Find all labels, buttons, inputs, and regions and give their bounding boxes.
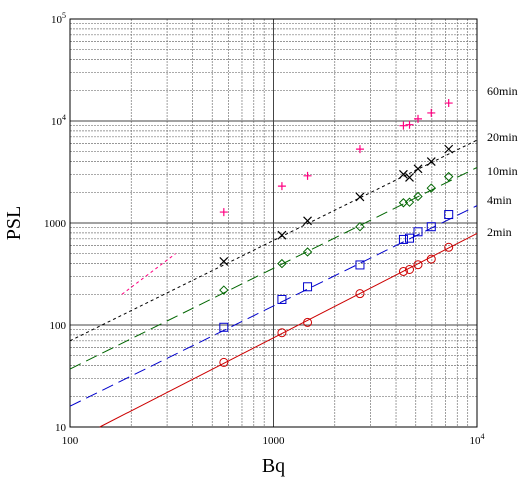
marker-60min <box>414 114 423 123</box>
fit-line-4min <box>69 205 478 407</box>
marker-20min <box>444 144 454 154</box>
marker-60min <box>427 108 436 117</box>
fit-line-20min <box>69 139 478 342</box>
marker-2min <box>219 357 229 367</box>
marker-20min <box>413 164 423 174</box>
marker-60min <box>277 182 286 191</box>
marker-4min <box>398 234 408 244</box>
marker-20min <box>219 257 229 266</box>
marker-60min <box>444 99 453 108</box>
marker-20min <box>303 216 312 226</box>
marker-60min <box>399 121 408 130</box>
marker-4min <box>219 322 229 332</box>
series-label-20min: 20min <box>487 130 518 144</box>
marker-10min <box>426 183 436 193</box>
marker-2min <box>413 260 423 270</box>
data-markers <box>219 99 454 367</box>
marker-10min <box>355 221 365 232</box>
marker-2min <box>444 242 454 252</box>
marker-2min <box>426 254 436 264</box>
series-label-60min: 60min <box>487 84 518 98</box>
series-label-10min: 10min <box>487 164 518 178</box>
marker-4min <box>413 227 423 237</box>
marker-4min <box>444 210 454 220</box>
fit-line-60min <box>121 253 176 295</box>
fit-line-2min <box>99 232 478 428</box>
marker-4min <box>277 294 287 304</box>
marker-20min <box>399 169 408 179</box>
marker-2min <box>277 328 287 338</box>
marker-2min <box>398 266 408 276</box>
y-axis-label: PSL <box>3 206 25 240</box>
marker-60min <box>303 171 312 180</box>
marker-20min <box>355 192 365 202</box>
marker-10min <box>404 197 415 207</box>
marker-20min <box>277 230 287 240</box>
grid <box>69 18 478 428</box>
x-tick-label: 104 <box>470 432 485 447</box>
y-tick-label: 10 <box>55 422 67 434</box>
x-tick-label: 1000 <box>263 435 286 447</box>
y-tick-label: 104 <box>51 113 66 128</box>
plot-frame <box>69 18 478 428</box>
y-tick-label: 1000 <box>44 218 67 230</box>
x-axis-label: Bq <box>262 455 285 477</box>
marker-60min <box>355 145 364 154</box>
marker-4min <box>426 222 436 232</box>
marker-20min <box>426 157 436 167</box>
y-tick-label: 105 <box>51 11 66 26</box>
marker-4min <box>303 282 313 292</box>
fit-line-10min <box>69 167 478 370</box>
marker-10min <box>277 258 287 269</box>
y-tick-label: 100 <box>50 320 67 332</box>
marker-60min <box>219 208 228 217</box>
marker-60min <box>405 120 414 129</box>
series-labels: 2min 4min 10min 20min 60min <box>487 84 518 239</box>
marker-10min <box>302 247 313 257</box>
x-tick-label: 100 <box>62 435 79 447</box>
marker-2min <box>303 317 313 327</box>
marker-10min <box>219 285 229 295</box>
series-label-2min: 2min <box>487 225 512 239</box>
marker-2min <box>405 265 415 275</box>
marker-20min <box>405 172 414 182</box>
marker-10min <box>413 191 423 202</box>
marker-2min <box>355 289 365 299</box>
marker-4min <box>355 260 365 270</box>
marker-4min <box>405 233 415 243</box>
marker-10min <box>443 171 454 182</box>
series-label-4min: 4min <box>487 193 512 207</box>
